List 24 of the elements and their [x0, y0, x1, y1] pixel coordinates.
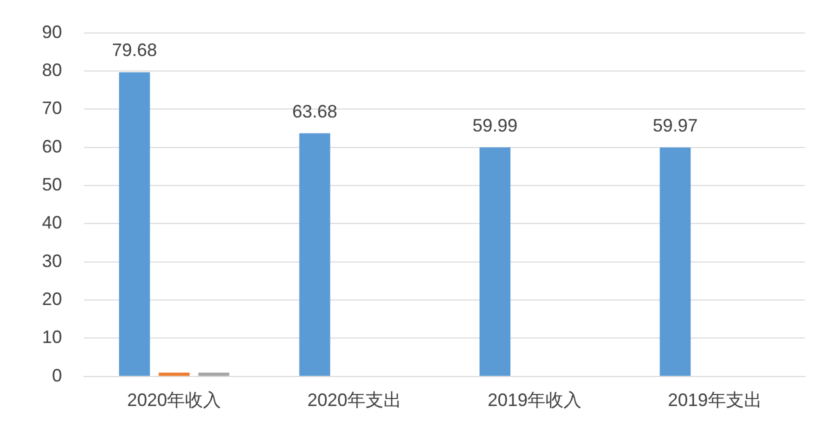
bar	[480, 147, 510, 376]
y-tick-label: 40	[42, 212, 62, 233]
bar	[158, 372, 190, 376]
y-tick-label: 70	[42, 98, 62, 118]
y-tick-label: 30	[42, 250, 62, 271]
y-tick-label: 20	[42, 289, 62, 310]
y-tick-label: 0	[52, 365, 62, 386]
y-tick-label: 50	[42, 174, 62, 194]
x-tick-label: 2020年支出	[307, 390, 402, 410]
x-tick-label: 2019年支出	[668, 390, 762, 410]
y-tick-label: 10	[42, 327, 62, 348]
x-tick-label: 2020年收入	[127, 390, 222, 410]
bar	[660, 147, 691, 376]
y-tick-label: 60	[42, 136, 62, 156]
data-label: 59.97	[652, 115, 698, 136]
data-label: 79.68	[112, 40, 158, 60]
bar	[119, 72, 150, 376]
y-tick-label: 90	[42, 22, 62, 42]
bar	[198, 372, 230, 376]
y-tick-label: 80	[42, 60, 62, 80]
x-tick-label: 2019年收入	[488, 390, 582, 410]
data-label: 63.68	[292, 101, 338, 122]
data-label: 59.99	[472, 115, 518, 136]
bar	[299, 133, 330, 376]
